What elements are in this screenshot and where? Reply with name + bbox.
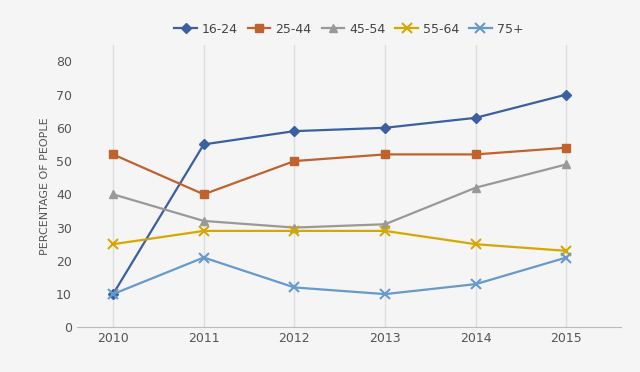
- 75+: [472, 282, 479, 286]
- Line: 55-64: 55-64: [108, 226, 572, 256]
- 55-64: [109, 242, 117, 246]
- 16-24: [109, 292, 117, 296]
- 25-44: [291, 159, 298, 163]
- 45-54: [109, 192, 117, 196]
- Line: 16-24: 16-24: [109, 91, 570, 298]
- 55-64: [381, 229, 389, 233]
- Line: 75+: 75+: [108, 253, 572, 299]
- 45-54: [563, 162, 570, 167]
- Legend: 16-24, 25-44, 45-54, 55-64, 75+: 16-24, 25-44, 45-54, 55-64, 75+: [175, 23, 523, 36]
- 55-64: [563, 248, 570, 253]
- 25-44: [472, 152, 479, 157]
- 45-54: [200, 219, 207, 223]
- 25-44: [563, 145, 570, 150]
- 16-24: [472, 116, 479, 120]
- 55-64: [200, 229, 207, 233]
- 45-54: [291, 225, 298, 230]
- 16-24: [381, 126, 389, 130]
- Y-axis label: PERCENTAGE OF PEOPLE: PERCENTAGE OF PEOPLE: [40, 117, 51, 255]
- 25-44: [200, 192, 207, 196]
- 55-64: [291, 229, 298, 233]
- 75+: [291, 285, 298, 290]
- 45-54: [472, 185, 479, 190]
- 75+: [200, 255, 207, 260]
- 75+: [381, 292, 389, 296]
- 16-24: [563, 92, 570, 97]
- 16-24: [200, 142, 207, 147]
- 25-44: [109, 152, 117, 157]
- 55-64: [472, 242, 479, 246]
- Line: 45-54: 45-54: [109, 160, 571, 232]
- 75+: [563, 255, 570, 260]
- 75+: [109, 292, 117, 296]
- 25-44: [381, 152, 389, 157]
- Line: 25-44: 25-44: [109, 144, 571, 199]
- 45-54: [381, 222, 389, 227]
- 16-24: [291, 129, 298, 133]
